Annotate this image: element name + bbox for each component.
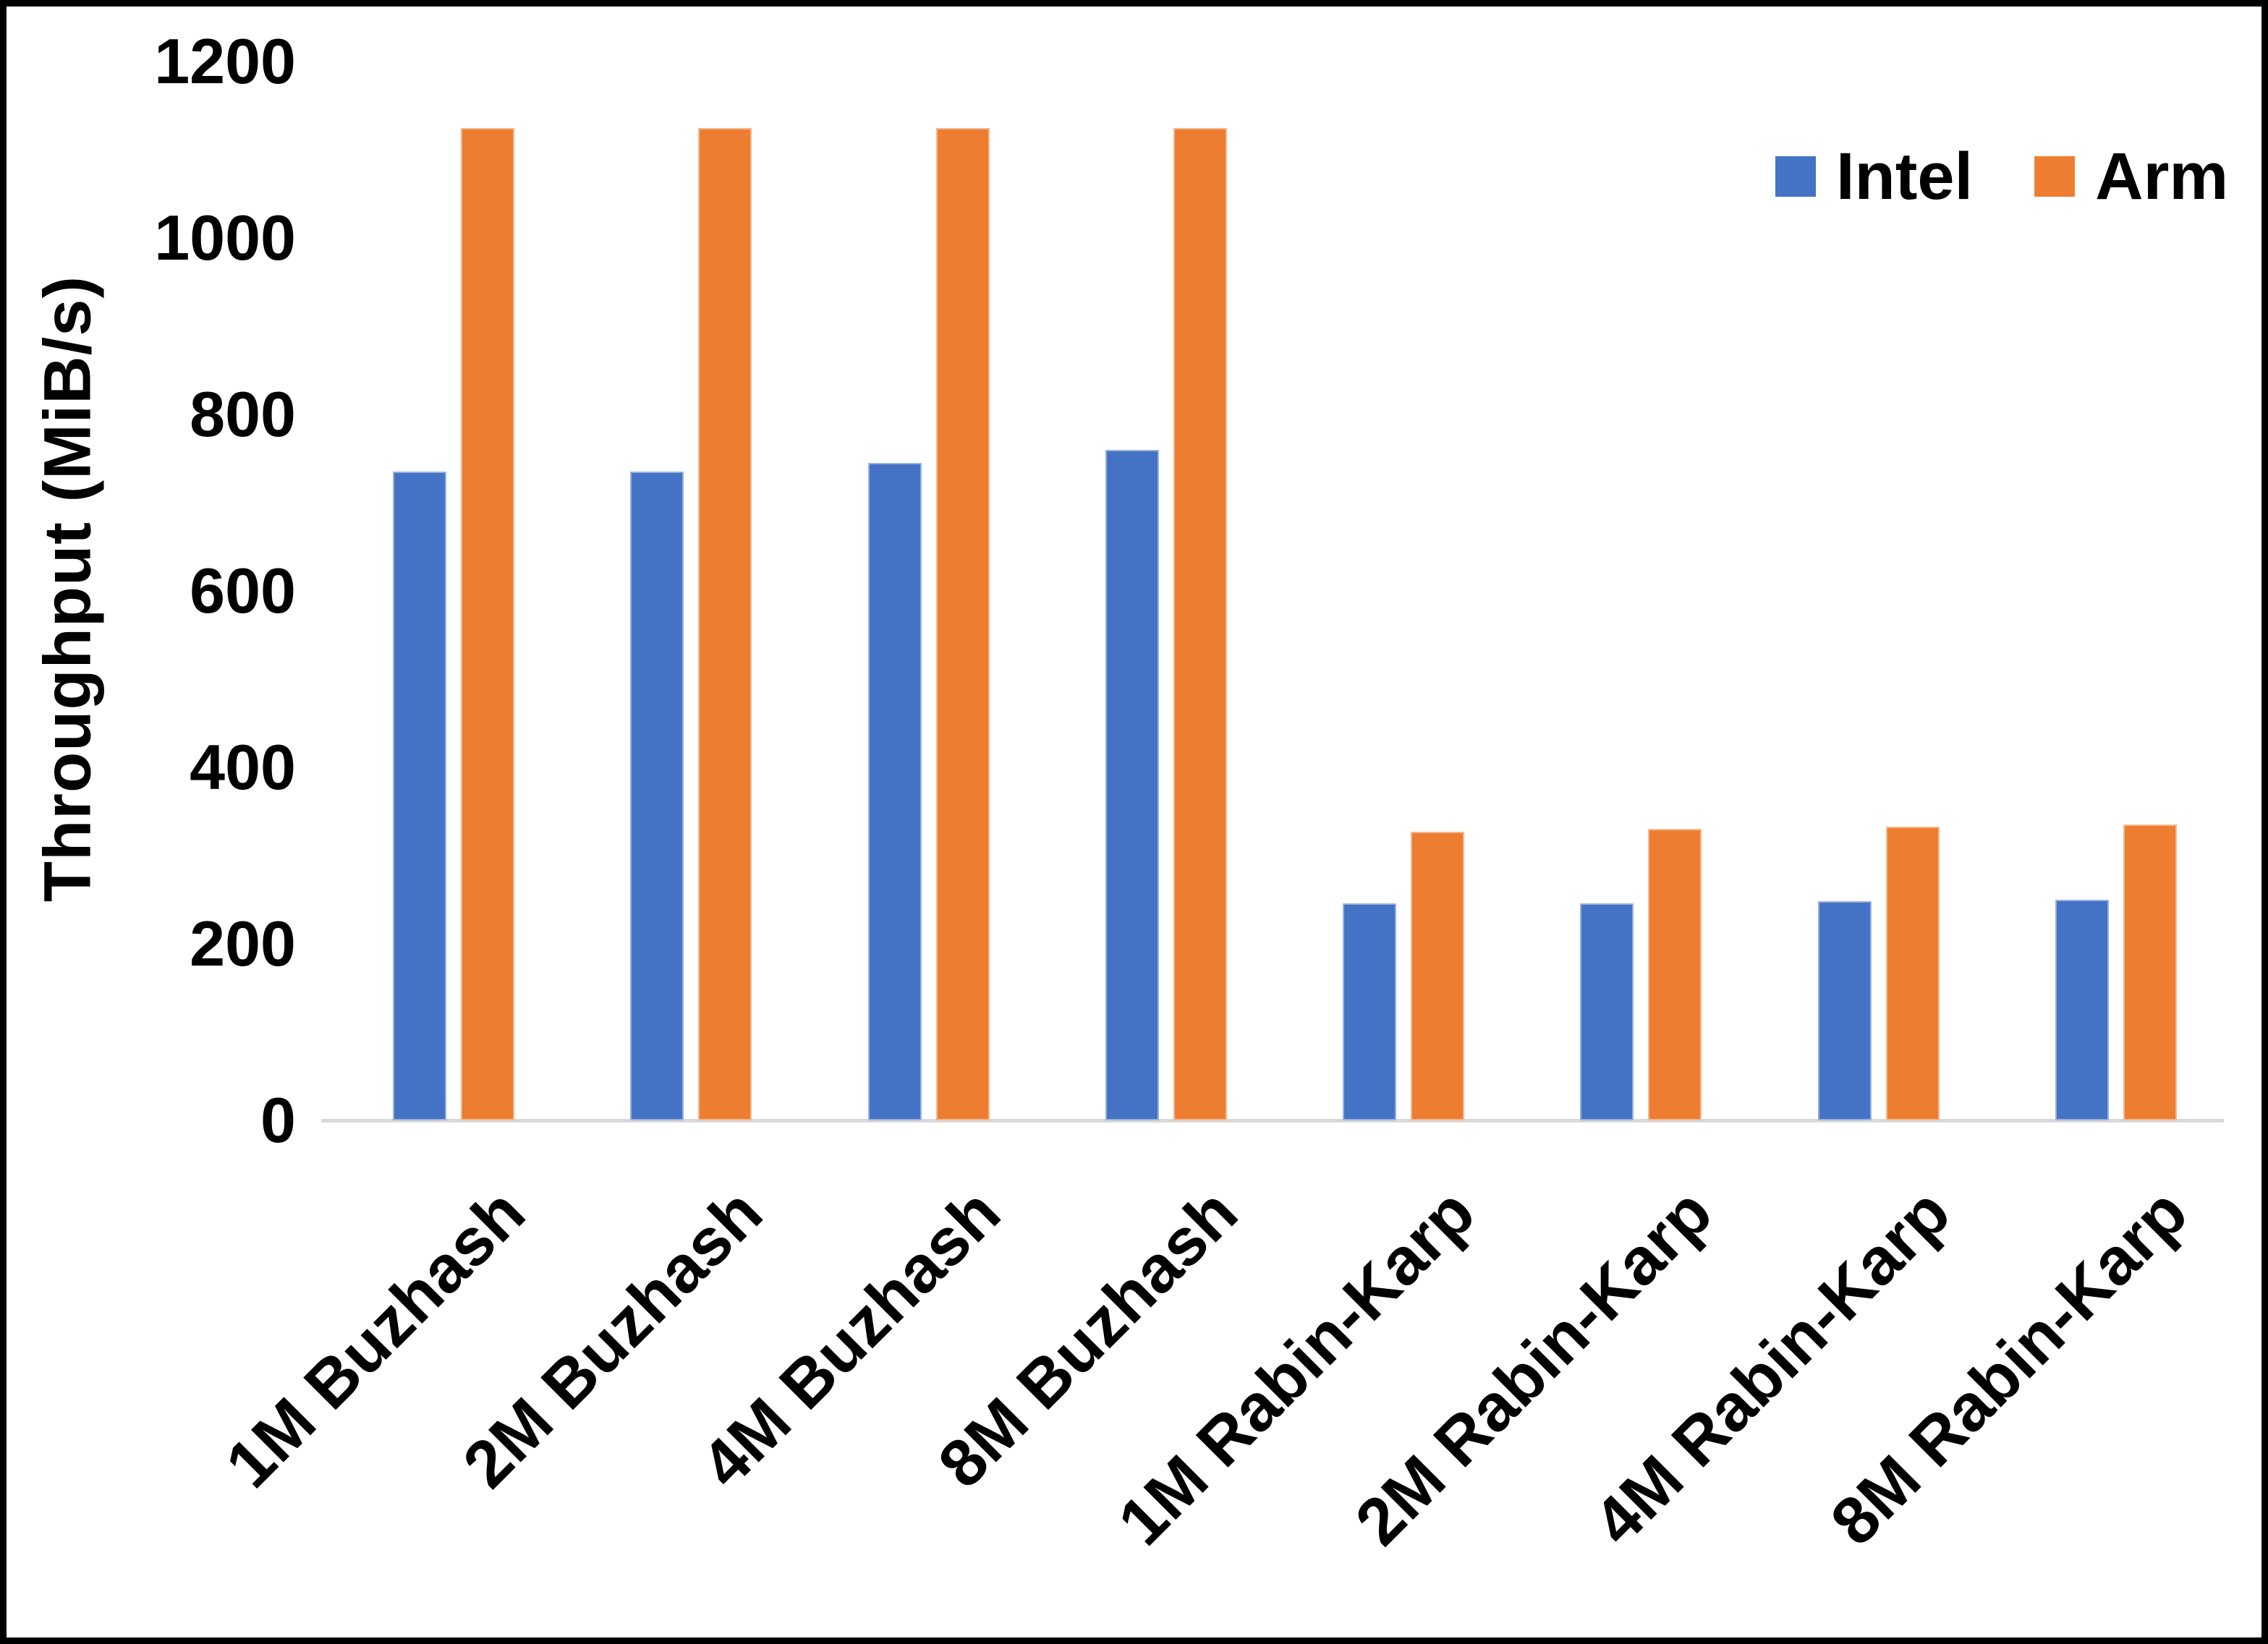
arm-bar-4m-rabin-karp [1885,826,1940,1120]
arm-bar-8m-buzhash [1173,127,1227,1120]
intel-bar-1m-rabin-karp [1343,903,1396,1120]
arm-bar-2m-rabin-karp [1648,829,1702,1120]
intel-bar-4m-rabin-karp [1817,901,1872,1120]
intel-bar-4m-buzhash [867,463,922,1120]
x-tick-label-1m-buzhash: 1M Buzhash [212,1175,539,1502]
intel-series-swatch [1775,156,1816,197]
y-tick-label-400: 400 [190,731,296,803]
arm-bar-2m-buzhash [698,127,752,1120]
intel-bar-1m-buzhash [393,472,446,1120]
y-tick-label-600: 600 [190,555,296,626]
arm-bar-8m-rabin-karp [2123,825,2177,1120]
y-tick-label-200: 200 [190,908,296,979]
y-tick-label-1200: 1200 [154,25,296,97]
arm-bar-1m-buzhash [461,127,514,1120]
intel-bar-2m-rabin-karp [1580,903,1634,1120]
legend-label-arm: Arm [2095,140,2229,213]
arm-series-swatch [2034,156,2076,197]
y-tick-label-0: 0 [260,1084,296,1156]
intel-bar-8m-rabin-karp [2055,900,2109,1120]
y-tick-label-1000: 1000 [154,202,296,273]
legend-item-arm: Arm [2034,140,2228,213]
intel-bar-8m-buzhash [1105,449,1159,1120]
legend-item-intel: Intel [1775,140,1973,213]
intel-bar-2m-buzhash [630,472,684,1120]
legend: Intel Arm [1775,140,2228,213]
arm-bar-4m-buzhash [935,127,990,1120]
legend-label-intel: Intel [1836,140,1974,213]
arm-bar-1m-rabin-karp [1411,832,1464,1120]
y-tick-label-800: 800 [190,378,296,450]
x-axis-line [321,1119,2224,1123]
